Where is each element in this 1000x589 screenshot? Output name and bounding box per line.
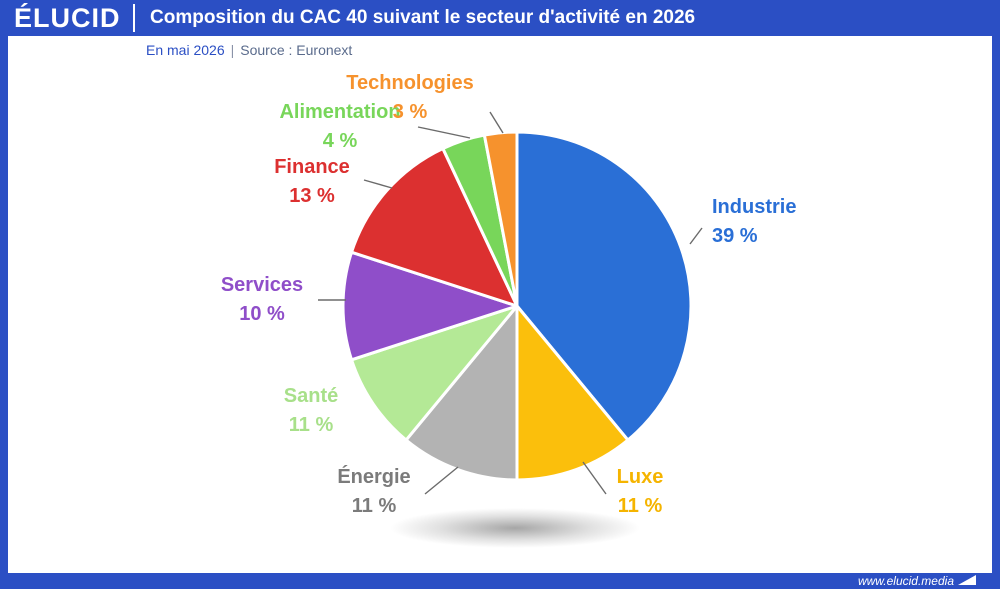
slice-label-industrie: Industrie — [712, 196, 796, 218]
header-bar: ÉLUCID Composition du CAC 40 suivant le … — [0, 0, 1000, 36]
slice-value-sante: 11 % — [289, 414, 334, 436]
slice-label-energie: Énergie — [337, 465, 410, 488]
pie-slice-industrie — [515, 130, 693, 442]
pie-slice-services — [341, 250, 519, 362]
brand-logo: ÉLUCID — [14, 3, 121, 33]
pie-slice-luxe — [515, 304, 630, 482]
subtitle-separator: | — [230, 42, 235, 58]
slice-label-luxe: Luxe — [617, 466, 664, 488]
leader-line-luxe — [582, 461, 607, 495]
slice-value-industrie: 39 % — [712, 225, 758, 247]
slice-value-services: 10 % — [239, 303, 285, 325]
logo-divider — [133, 4, 135, 32]
slice-label-alimentation: Alimentation — [279, 101, 400, 123]
pie-shadow — [390, 508, 640, 548]
pie-slice-energie — [404, 304, 519, 482]
subtitle-date: En mai 2026 — [146, 42, 225, 58]
pie-slices — [341, 130, 693, 482]
slice-label-sante: Santé — [284, 385, 338, 407]
slice-value-finance: 13 % — [289, 185, 335, 207]
slice-value-alimentation: 4 % — [323, 130, 358, 152]
slice-label-finance: Finance — [274, 156, 350, 178]
slice-label-services: Services — [221, 274, 303, 296]
flag-icon — [958, 575, 976, 585]
pie-slice-sante — [350, 304, 519, 442]
slice-value-energie: 11 % — [352, 495, 397, 517]
subtitle-source: Source : Euronext — [240, 42, 353, 58]
slice-value-technologies: 3 % — [393, 101, 428, 123]
leader-line-alimentation — [417, 126, 471, 139]
chart-subtitle: En mai 2026 | Source : Euronext — [146, 42, 352, 58]
slice-value-luxe: 11 % — [618, 495, 663, 517]
chart-title: Composition du CAC 40 suivant le secteur… — [150, 7, 696, 28]
leader-line-technologies — [489, 111, 504, 134]
leader-line-energie — [424, 466, 459, 495]
leader-line-finance — [363, 179, 393, 189]
footer-url[interactable]: www.elucid.media — [857, 574, 954, 588]
leader-line-industrie — [689, 227, 703, 245]
slice-label-technologies: Technologies — [346, 72, 473, 94]
leader-lines — [318, 111, 703, 495]
pie-slice-finance — [350, 147, 519, 308]
slice-labels: Industrie 39 % Luxe 11 % Énergie 11 % Santé 11 … — [221, 72, 797, 517]
pie-slice-technologies — [482, 130, 519, 308]
